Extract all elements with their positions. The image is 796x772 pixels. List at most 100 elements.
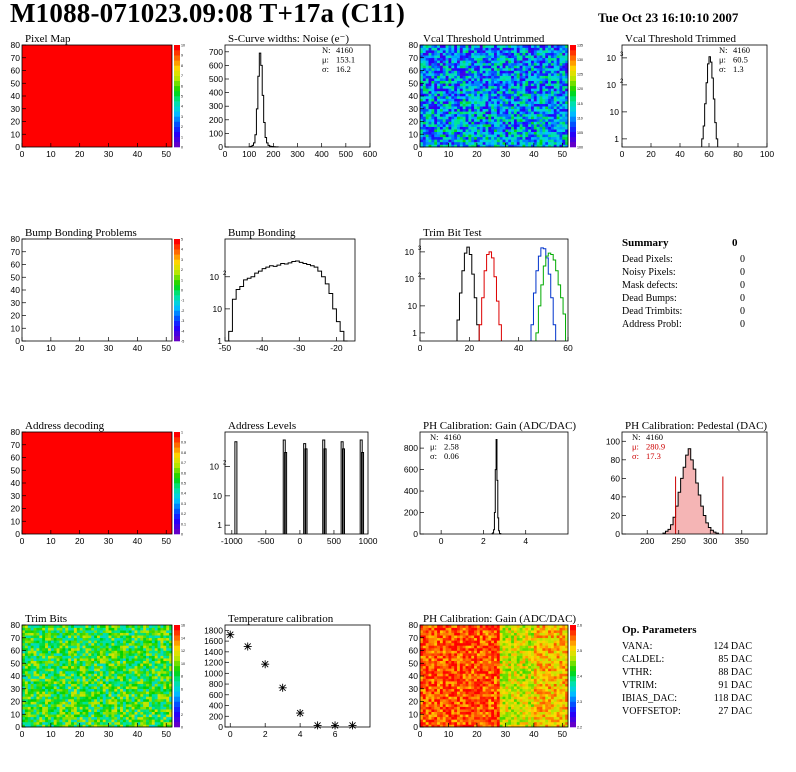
x-tick-label: 0 [20,536,25,546]
x-tick-label: 500 [339,149,353,159]
y-tick-label: 40 [11,91,21,101]
x-tick-label: -20 [330,343,343,353]
plot-area [491,439,502,535]
y-tick-label: 30 [11,298,21,308]
op-parameter-label: CALDEL: [622,654,664,665]
x-tick-label: 350 [735,536,749,546]
op-parameter-value: 118 DAC [714,693,753,704]
colorbar-tick-label: 0.7 [181,461,186,465]
x-tick-label: 20 [472,729,482,739]
chart-title: Pixel Map [25,33,71,45]
x-tick-label: 0 [223,149,228,159]
y-tick-label: 50 [11,658,21,668]
colorbar-tick-label: 2 [181,125,183,129]
chart-title: S-Curve widths: Noise (e⁻) [228,33,349,45]
y-tick-label: 800 [209,679,223,689]
op-parameter-value: 85 DAC [718,654,752,665]
x-tick-label: 0 [228,729,233,739]
y-tick-label: 10 [11,129,21,139]
x-tick-label: 30 [104,149,114,159]
stats-value: 4160 [646,432,663,442]
colorbar-tick-label: 1 [181,278,183,282]
x-tick-label: -50 [219,343,232,353]
x-tick-label: 40 [529,729,539,739]
y-tick-label: 50 [11,78,21,88]
histogram-series-0 [456,246,480,341]
plot-area [420,625,569,728]
y-tick-label: 80 [409,620,419,630]
y-tick-label: 10 [11,323,21,333]
x-tick-label: 50 [161,536,171,546]
plot-area [22,432,172,534]
x-tick-label: 40 [133,729,143,739]
y-tick-label: 1600 [204,636,223,646]
colorbar-tick-label: 110 [577,116,583,120]
x-tick-label: 50 [558,729,568,739]
colorbar-tick-label: 4 [181,105,183,109]
x-tick-label: 30 [501,149,511,159]
y-tick-label: 0 [15,529,20,539]
x-tick-label: 10 [46,536,56,546]
x-tick-label: 0 [418,149,423,159]
chart-title: PH Calibration: Gain (ADC/DAC) [423,613,576,625]
op-parameter-label: VTHR: [622,667,652,678]
scatter-point [348,721,357,730]
x-tick-label: 40 [675,149,685,159]
y-tick-label: 100 [209,128,223,138]
histogram-series-0 [491,439,502,535]
x-tick-label: 10 [444,729,454,739]
op-parameter-value: 91 DAC [718,680,752,691]
colorbar-tick-label: 0 [181,533,183,537]
y-tick-label: 30 [409,104,419,114]
x-tick-label: 300 [290,149,304,159]
stats-value: 280.9 [646,442,665,452]
plot-area [228,260,348,342]
y-tick-label: 10 [405,247,415,257]
y-tick-label: 40 [11,478,21,488]
op-parameter-label: IBIAS_DAC: [622,693,677,704]
stats-label: μ: [322,55,329,65]
stats-label: σ: [632,451,639,461]
histogram-series-0 [234,439,365,534]
x-tick-label: 20 [472,149,482,159]
plot-frame [621,44,768,148]
y-tick-label: 80 [409,40,419,50]
y-tick-label: 60 [11,260,21,270]
y-tick-label: 10 [213,491,223,501]
x-tick-label: 0 [439,536,444,546]
x-tick-label: 30 [104,343,114,353]
y-tick-label: 500 [209,74,223,84]
colorbar-tick-label: 1 [181,431,183,435]
x-tick-label: 10 [444,149,454,159]
x-tick-label: 20 [465,343,475,353]
stats-value: 16.2 [336,64,351,74]
y-tick-label: 200 [404,508,418,518]
colorbar-tick-label: 2.3 [577,700,582,704]
summary-item-value: 0 [740,319,745,330]
y-tick-label: 50 [409,78,419,88]
plot-frame [21,238,173,342]
y-tick-label: 1 [412,328,417,338]
y-tick-label: 10 [210,272,220,282]
x-tick-label: 0 [418,343,423,353]
y-tick-exponent: 2 [418,273,422,279]
x-tick-label: 2 [481,536,486,546]
x-tick-label: 4 [523,536,528,546]
y-tick-label: 20 [11,697,21,707]
y-tick-label: 60 [611,473,621,483]
stats-label: N: [632,432,641,442]
plot-area [226,630,357,730]
stats-label: μ: [632,442,639,452]
colorbar-tick-label: 0 [181,289,183,293]
x-tick-label: 20 [75,536,85,546]
y-tick-label: 70 [409,633,419,643]
plot-area [234,439,365,534]
x-tick-label: 100 [760,149,774,159]
colorbar-tick-label: 135 [577,44,583,48]
histogram-series-3 [535,252,567,341]
colorbar-tick-label: 125 [577,73,583,77]
y-tick-label: 100 [606,436,620,446]
y-tick-label: 0 [15,336,20,346]
